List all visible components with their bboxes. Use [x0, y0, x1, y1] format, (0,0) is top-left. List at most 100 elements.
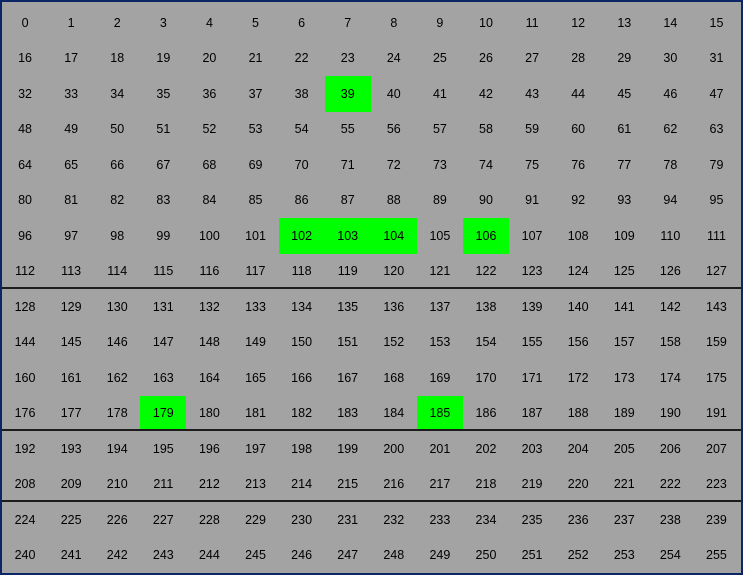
- grid-cell[interactable]: 0: [21, 15, 29, 30]
- grid-cell-highlighted[interactable]: 103: [324, 218, 371, 254]
- grid-cell[interactable]: 164: [198, 370, 220, 385]
- grid-cell[interactable]: 114: [107, 264, 128, 279]
- grid-cell[interactable]: 59: [525, 122, 540, 137]
- grid-cell[interactable]: 161: [60, 370, 82, 385]
- grid-cell[interactable]: 126: [659, 264, 681, 279]
- grid-cell[interactable]: 134: [291, 299, 313, 314]
- grid-cell[interactable]: 159: [706, 335, 727, 350]
- grid-cell[interactable]: 77: [617, 157, 632, 172]
- grid-cell[interactable]: 208: [14, 477, 36, 492]
- grid-cell[interactable]: 176: [14, 406, 36, 421]
- grid-cell[interactable]: 6: [298, 15, 306, 30]
- grid-cell[interactable]: 170: [475, 370, 497, 385]
- grid-cell[interactable]: 99: [156, 228, 171, 243]
- grid-cell[interactable]: 231: [337, 512, 359, 527]
- grid-cell[interactable]: 124: [567, 264, 589, 279]
- grid-cell[interactable]: 200: [383, 441, 405, 456]
- grid-cell[interactable]: 141: [613, 299, 635, 314]
- grid-cell[interactable]: 196: [198, 441, 220, 456]
- grid-cell[interactable]: 72: [386, 157, 401, 172]
- grid-cell[interactable]: 241: [60, 548, 82, 563]
- grid-cell[interactable]: 204: [567, 441, 589, 456]
- grid-cell[interactable]: 205: [613, 441, 635, 456]
- grid-cell[interactable]: 197: [245, 441, 266, 456]
- grid-cell[interactable]: 41: [432, 86, 447, 101]
- grid-cell[interactable]: 244: [198, 548, 220, 563]
- grid-cell[interactable]: 44: [571, 86, 586, 101]
- grid-cell[interactable]: 167: [337, 370, 359, 385]
- grid-cell-highlighted[interactable]: 102: [278, 218, 325, 254]
- grid-cell[interactable]: 219: [521, 477, 543, 492]
- grid-cell[interactable]: 25: [432, 51, 447, 66]
- grid-cell[interactable]: 147: [152, 335, 174, 350]
- grid-cell[interactable]: 132: [198, 299, 220, 314]
- grid-cell[interactable]: 61: [617, 122, 632, 137]
- grid-cell[interactable]: 95: [709, 193, 724, 208]
- grid-cell[interactable]: 89: [432, 193, 447, 208]
- grid-cell[interactable]: 140: [567, 299, 589, 314]
- grid-cell[interactable]: 57: [432, 122, 447, 137]
- grid-cell[interactable]: 38: [294, 86, 309, 101]
- grid-cell[interactable]: 122: [475, 264, 497, 279]
- grid-cell[interactable]: 23: [340, 51, 355, 66]
- grid-cell[interactable]: 145: [60, 335, 82, 350]
- grid-cell[interactable]: 19: [156, 51, 171, 66]
- grid-cell[interactable]: 201: [429, 441, 451, 456]
- grid-cell[interactable]: 168: [383, 370, 405, 385]
- grid-cell[interactable]: 10: [479, 15, 493, 30]
- grid-cell[interactable]: 249: [429, 548, 451, 563]
- grid-cell[interactable]: 182: [291, 406, 313, 421]
- grid-cell[interactable]: 48: [18, 122, 32, 137]
- grid-cell[interactable]: 247: [337, 548, 359, 563]
- grid-cell[interactable]: 212: [198, 477, 220, 492]
- grid-cell[interactable]: 54: [294, 122, 309, 137]
- grid-cell[interactable]: 31: [709, 51, 724, 66]
- grid-cell[interactable]: 83: [156, 193, 171, 208]
- grid-cell[interactable]: 28: [571, 51, 586, 66]
- grid-cell[interactable]: 82: [110, 193, 125, 208]
- grid-cell[interactable]: 50: [110, 122, 125, 137]
- grid-cell[interactable]: 21: [248, 51, 263, 66]
- grid-cell[interactable]: 239: [706, 512, 727, 527]
- grid-cell[interactable]: 175: [706, 370, 727, 385]
- grid-cell[interactable]: 187: [521, 406, 543, 421]
- grid-cell[interactable]: 142: [659, 299, 681, 314]
- grid-cell[interactable]: 221: [613, 477, 635, 492]
- grid-cell[interactable]: 166: [291, 370, 313, 385]
- grid-cell[interactable]: 93: [617, 193, 632, 208]
- grid-cell[interactable]: 22: [294, 51, 309, 66]
- grid-cell[interactable]: 169: [429, 370, 451, 385]
- grid-cell[interactable]: 116: [199, 264, 220, 279]
- grid-cell[interactable]: 229: [245, 512, 266, 527]
- grid-cell[interactable]: 107: [521, 228, 543, 243]
- grid-cell[interactable]: 18: [110, 51, 125, 66]
- grid-cell[interactable]: 66: [110, 157, 125, 172]
- grid-cell[interactable]: 156: [567, 335, 589, 350]
- grid-cell[interactable]: 152: [383, 335, 405, 350]
- grid-cell[interactable]: 74: [479, 157, 493, 172]
- grid-cell[interactable]: 214: [291, 477, 313, 492]
- grid-cell[interactable]: 143: [706, 299, 727, 314]
- grid-cell[interactable]: 207: [706, 441, 727, 456]
- grid-cell[interactable]: 149: [245, 335, 266, 350]
- grid-cell[interactable]: 246: [291, 548, 313, 563]
- grid-cell[interactable]: 36: [202, 86, 217, 101]
- grid-cell[interactable]: 84: [202, 193, 217, 208]
- grid-cell[interactable]: 30: [663, 51, 678, 66]
- grid-cell[interactable]: 243: [152, 548, 174, 563]
- grid-cell[interactable]: 150: [291, 335, 313, 350]
- grid-cell[interactable]: 251: [521, 548, 543, 563]
- grid-cell[interactable]: 178: [106, 406, 128, 421]
- grid-cell[interactable]: 32: [18, 86, 32, 101]
- grid-cell[interactable]: 118: [291, 264, 312, 279]
- grid-cell[interactable]: 62: [663, 122, 678, 137]
- grid-cell[interactable]: 113: [61, 264, 82, 279]
- grid-cell[interactable]: 128: [14, 299, 36, 314]
- grid-cell[interactable]: 135: [337, 299, 359, 314]
- grid-cell[interactable]: 4: [205, 15, 213, 30]
- grid-cell[interactable]: 42: [479, 86, 493, 101]
- grid-cell[interactable]: 60: [571, 122, 586, 137]
- grid-cell[interactable]: 75: [525, 157, 540, 172]
- grid-cell[interactable]: 210: [106, 477, 128, 492]
- grid-cell[interactable]: 85: [248, 193, 263, 208]
